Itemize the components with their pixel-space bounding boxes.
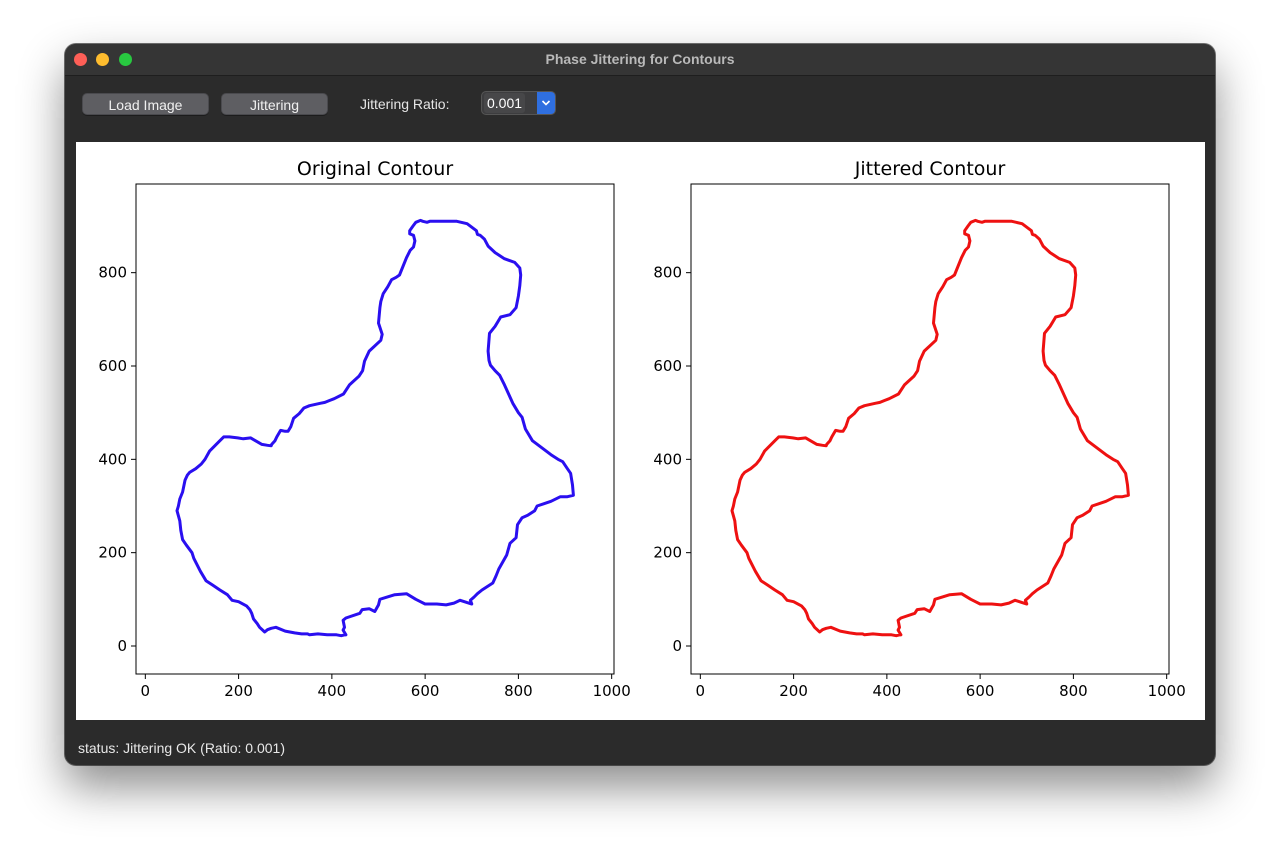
contour-line xyxy=(175,218,575,638)
plot-2: Jittered Contour 0 200 400 600 800 1000 0 200 400… xyxy=(653,158,1185,700)
jittering-ratio-combobox[interactable]: 0.001 xyxy=(481,91,556,115)
x-tick-label: 1000 xyxy=(1148,682,1186,700)
y-tick-label: 800 xyxy=(98,264,127,282)
y-tick-label: 600 xyxy=(653,357,682,375)
maximize-window-button[interactable] xyxy=(119,53,132,66)
y-tick-label: 400 xyxy=(98,450,127,468)
plot-canvas: Original Contour 0 200 400 600 800 1000 0 200 400… xyxy=(76,142,1205,720)
x-tick-label: 400 xyxy=(873,682,902,700)
plot-title: Original Contour xyxy=(297,158,453,180)
y-tick-label: 800 xyxy=(653,264,682,282)
contour-line xyxy=(730,218,1130,638)
x-tick-label: 600 xyxy=(966,682,995,700)
x-tick-label: 1000 xyxy=(593,682,631,700)
toolbar: Load Image Jittering Jittering Ratio: 0.… xyxy=(65,76,1215,140)
axes-frame xyxy=(135,183,615,675)
minimize-window-button[interactable] xyxy=(96,53,109,66)
x-tick-label: 800 xyxy=(504,682,533,700)
chevron-down-icon[interactable] xyxy=(537,92,555,114)
jittering-button[interactable]: Jittering xyxy=(221,93,328,115)
x-tick-label: 200 xyxy=(779,682,808,700)
plot-1: Original Contour 0 200 400 600 800 1000 0 200 400… xyxy=(98,158,630,700)
x-tick-label: 0 xyxy=(141,682,151,700)
axes-frame xyxy=(690,183,1170,675)
jittering-ratio-value: 0.001 xyxy=(484,93,526,113)
app-window: Phase Jittering for Contours Load Image … xyxy=(65,44,1215,765)
load-image-button[interactable]: Load Image xyxy=(82,93,209,115)
window-title: Phase Jittering for Contours xyxy=(545,51,735,67)
x-tick-label: 0 xyxy=(696,682,706,700)
status-bar-text: status: Jittering OK (Ratio: 0.001) xyxy=(78,740,285,756)
x-tick-label: 400 xyxy=(318,682,347,700)
close-window-button[interactable] xyxy=(74,53,87,66)
y-tick-label: 600 xyxy=(98,357,127,375)
y-tick-label: 200 xyxy=(653,544,682,562)
y-tick-label: 400 xyxy=(653,450,682,468)
x-tick-label: 600 xyxy=(411,682,440,700)
x-tick-label: 200 xyxy=(224,682,253,700)
contour-plots: Original Contour 0 200 400 600 800 1000 0 200 400… xyxy=(98,158,1185,700)
jittering-ratio-label: Jittering Ratio: xyxy=(360,96,450,112)
y-tick-label: 200 xyxy=(98,544,127,562)
y-tick-label: 0 xyxy=(672,637,682,655)
x-tick-label: 800 xyxy=(1059,682,1088,700)
y-tick-label: 0 xyxy=(117,637,127,655)
plot-title: Jittered Contour xyxy=(854,158,1006,180)
title-bar: Phase Jittering for Contours xyxy=(65,44,1215,76)
